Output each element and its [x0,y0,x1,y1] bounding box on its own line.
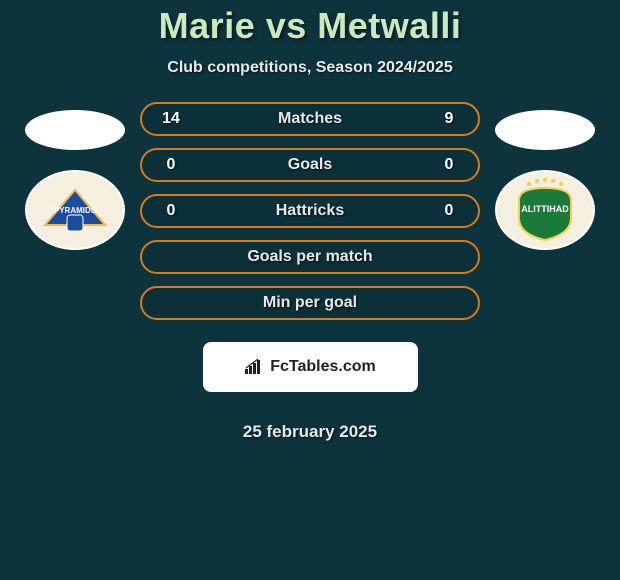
page-container: Marie vs Metwalli Club competitions, Sea… [0,0,620,580]
stat-left-value: 0 [156,202,186,220]
stat-label: Hattricks [186,202,434,220]
subtitle: Club competitions, Season 2024/2025 [0,59,620,77]
content-row: PYRAMIDS 14 Matches 9 0 Goals 0 0 Hattri… [0,102,620,442]
stat-row-matches: 14 Matches 9 [140,102,480,136]
stat-right-value: 0 [434,202,464,220]
left-club-logo-icon: PYRAMIDS [25,170,125,250]
left-side: PYRAMIDS [20,102,130,250]
stat-label: Min per goal [263,294,357,312]
stat-row-hattricks: 0 Hattricks 0 [140,194,480,228]
stat-left-value: 14 [156,110,186,128]
brand-text: FcTables.com [270,358,376,376]
stats-column: 14 Matches 9 0 Goals 0 0 Hattricks 0 Goa… [140,102,480,442]
stat-label: Matches [186,110,434,128]
stat-label: Goals per match [247,248,372,266]
vs-text: vs [266,5,307,46]
left-flag-icon [25,110,125,150]
svg-text:ALITTIHAD: ALITTIHAD [521,204,569,214]
svg-text:PYRAMIDS: PYRAMIDS [54,206,97,215]
stat-row-goals: 0 Goals 0 [140,148,480,182]
right-flag-icon [495,110,595,150]
stat-left-value: 0 [156,156,186,174]
stat-label: Goals [186,156,434,174]
brand-badge: FcTables.com [203,342,418,392]
stat-right-value: 9 [434,110,464,128]
player1-name: Marie [159,5,256,46]
stat-row-goals-per-match: Goals per match [140,240,480,274]
right-side: ALITTIHAD [490,102,600,250]
date-text: 25 february 2025 [140,422,480,442]
stat-row-min-per-goal: Min per goal [140,286,480,320]
right-club-logo-icon: ALITTIHAD [495,170,595,250]
chart-icon [244,359,264,375]
page-title: Marie vs Metwalli [0,5,620,47]
stat-right-value: 0 [434,156,464,174]
player2-name: Metwalli [317,5,461,46]
